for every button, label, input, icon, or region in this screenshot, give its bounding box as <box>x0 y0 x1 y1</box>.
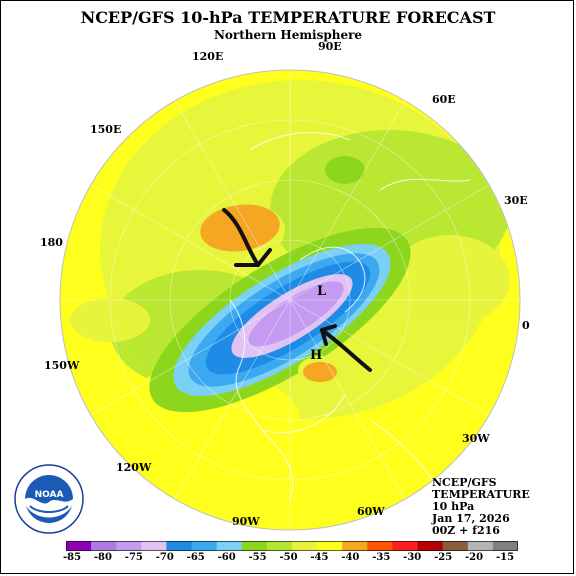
lon-label-0: 0 <box>522 319 530 332</box>
colorbar-swatch <box>166 541 193 551</box>
colorbar-swatch <box>91 541 117 551</box>
colorbar-swatch <box>367 541 393 551</box>
colorbar-outline <box>66 541 518 551</box>
colorbar-tick-label: -45 <box>310 552 329 563</box>
colorbar-tick-label: -65 <box>186 552 205 563</box>
lon-label-120w: 120W <box>116 461 152 474</box>
colorbar-swatch <box>442 541 469 551</box>
map-title: NCEP/GFS 10-hPa TEMPERATURE FORECAST <box>80 8 496 27</box>
colorbar-swatch <box>392 541 419 551</box>
colorbar-tick-label: -25 <box>434 552 453 563</box>
graticule <box>60 70 520 530</box>
colorbar-tick-label: -20 <box>465 552 484 563</box>
lon-label-60w: 60W <box>357 505 385 518</box>
colorbar-swatch <box>191 541 218 551</box>
info-cycle: 00Z + f216 <box>432 524 500 537</box>
colorbar-tick-label: -60 <box>217 552 236 563</box>
lon-label-150w: 150W <box>44 359 80 372</box>
colorbar-swatch <box>292 541 318 551</box>
colorbar-swatch <box>116 541 142 551</box>
lon-label-60e: 60E <box>432 93 456 106</box>
lon-label-180: 180 <box>40 236 63 249</box>
colorbar-tick-label: -50 <box>279 552 298 563</box>
map-subtitle: Northern Hemisphere <box>213 28 363 42</box>
lon-label-30e: 30E <box>504 194 528 207</box>
low-pressure-label: L <box>317 284 326 299</box>
lon-label-90e: 90E <box>318 40 342 53</box>
lon-label-30w: 30W <box>462 432 490 445</box>
annotation-arrow-up <box>320 324 372 372</box>
colorbar-swatch <box>417 541 444 551</box>
info-level: 10 hPa <box>432 500 475 513</box>
colorbar-swatch <box>342 541 368 551</box>
temperature-field <box>60 70 520 530</box>
colorbar-swatch <box>266 541 293 551</box>
colorbar-tick-label: -15 <box>495 552 515 563</box>
colorbar-tick-label: -80 <box>93 552 112 563</box>
annotation-arrow-down <box>222 208 272 267</box>
colorbar-tick-label: -35 <box>372 552 391 563</box>
lon-label-150e: 150E <box>90 123 122 136</box>
colorbar-tick-label: -75 <box>124 552 143 563</box>
colorbar-tick-label: -30 <box>403 552 422 563</box>
colorbar-tick-label: -40 <box>341 552 360 563</box>
lon-label-90w: 90W <box>232 515 260 528</box>
info-variable: TEMPERATURE <box>432 488 530 501</box>
temperature-colorbar <box>66 541 518 551</box>
high-pressure-label: H <box>310 348 322 363</box>
colorbar-tick-label: -55 <box>248 552 267 563</box>
colorbar-swatch <box>492 541 518 551</box>
coastlines <box>229 132 471 501</box>
lon-label-120e: 120E <box>192 50 224 63</box>
forecast-info-box: NCEP/GFS TEMPERATURE 10 hPa Jan 17, 2026… <box>432 477 530 537</box>
noaa-logo-text: NOAA <box>35 490 64 500</box>
noaa-logo: NOAA <box>14 464 84 534</box>
info-model: NCEP/GFS <box>432 476 497 489</box>
colorbar-swatch <box>66 541 92 551</box>
colorbar-swatch <box>317 541 343 551</box>
colorbar-swatch <box>467 541 494 551</box>
colorbar-tick-label: -85 <box>62 552 82 563</box>
info-date: Jan 17, 2026 <box>432 512 510 525</box>
colorbar-swatch <box>241 541 268 551</box>
map-boundary <box>59 69 521 531</box>
colorbar-swatch <box>141 541 167 551</box>
colorbar-swatch <box>216 541 243 551</box>
colorbar-tick-label: -70 <box>155 552 174 563</box>
